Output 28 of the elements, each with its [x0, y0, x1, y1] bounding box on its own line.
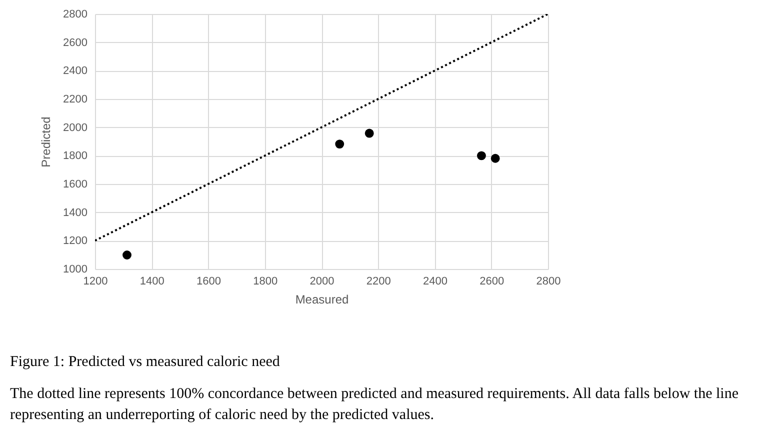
y-tick-label: 2600	[63, 36, 88, 49]
x-tick-label: 2400	[423, 276, 448, 288]
point	[476, 151, 486, 160]
x-tick-label: 2200	[366, 276, 391, 288]
point	[335, 140, 344, 149]
x-tick-label: 2800	[536, 276, 561, 288]
x-tick-label: 1800	[253, 276, 278, 288]
y-axis-title: Predicted	[39, 116, 54, 168]
y-tick-label: 2800	[63, 8, 88, 20]
x-axis-title: Measured	[295, 292, 349, 306]
x-tick-label: 2600	[480, 276, 504, 288]
point	[122, 250, 132, 260]
y-tick-label: 1800	[63, 150, 88, 162]
point	[364, 128, 374, 138]
x-tick-label: 1200	[83, 276, 108, 288]
y-tick-label: 1200	[63, 235, 88, 248]
caption: Figure 1: Predicted vs measured caloric need	[10, 353, 281, 372]
x-tick-label: 1400	[140, 276, 164, 288]
x-tick-label: 2000	[310, 276, 334, 288]
y-tick-label: 2000	[63, 122, 88, 134]
y-tick-label: 1400	[63, 206, 88, 219]
y-tick-label: 2400	[63, 65, 88, 78]
x-tick-label: 1600	[196, 276, 221, 288]
point	[490, 154, 500, 163]
y-tick-label: 1000	[63, 264, 88, 276]
y-tick-label: 1600	[63, 178, 88, 190]
y-tick-label: 2200	[63, 94, 88, 106]
text: The dotted line represents 100% concordance between predicted and measured requirements. All data falls below the line representing an underreporting of caloric need by the predicted values.	[10, 385, 740, 425]
